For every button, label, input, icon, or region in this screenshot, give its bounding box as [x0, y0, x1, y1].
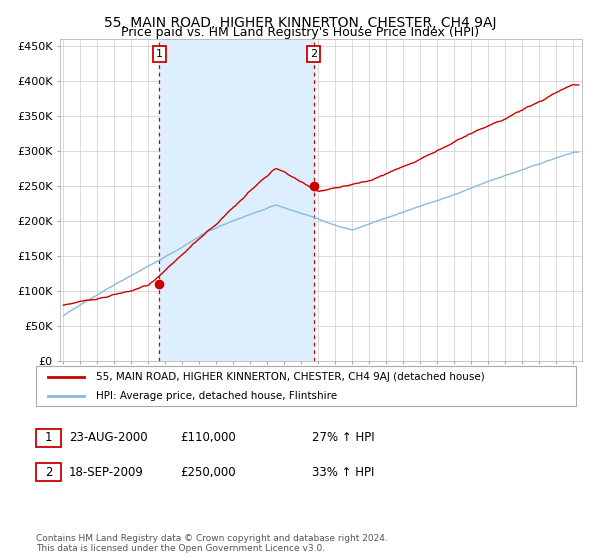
Text: HPI: Average price, detached house, Flintshire: HPI: Average price, detached house, Flin…: [96, 391, 337, 401]
Text: 2: 2: [310, 49, 317, 59]
Text: 33% ↑ HPI: 33% ↑ HPI: [312, 465, 374, 479]
Text: 27% ↑ HPI: 27% ↑ HPI: [312, 431, 374, 445]
Text: 55, MAIN ROAD, HIGHER KINNERTON, CHESTER, CH4 9AJ: 55, MAIN ROAD, HIGHER KINNERTON, CHESTER…: [104, 16, 496, 30]
Bar: [160, 39, 314, 361]
Text: £110,000: £110,000: [180, 431, 236, 445]
Text: 1: 1: [156, 49, 163, 59]
Text: This data is licensed under the Open Government Licence v3.0.: This data is licensed under the Open Gov…: [36, 544, 325, 553]
Text: 23-AUG-2000: 23-AUG-2000: [69, 431, 148, 445]
Text: 2: 2: [45, 465, 52, 479]
Text: 1: 1: [45, 431, 52, 445]
Text: 55, MAIN ROAD, HIGHER KINNERTON, CHESTER, CH4 9AJ (detached house): 55, MAIN ROAD, HIGHER KINNERTON, CHESTER…: [96, 372, 485, 381]
Text: £250,000: £250,000: [180, 465, 236, 479]
Text: 18-SEP-2009: 18-SEP-2009: [69, 465, 144, 479]
Text: Price paid vs. HM Land Registry's House Price Index (HPI): Price paid vs. HM Land Registry's House …: [121, 26, 479, 39]
Text: Contains HM Land Registry data © Crown copyright and database right 2024.: Contains HM Land Registry data © Crown c…: [36, 534, 388, 543]
